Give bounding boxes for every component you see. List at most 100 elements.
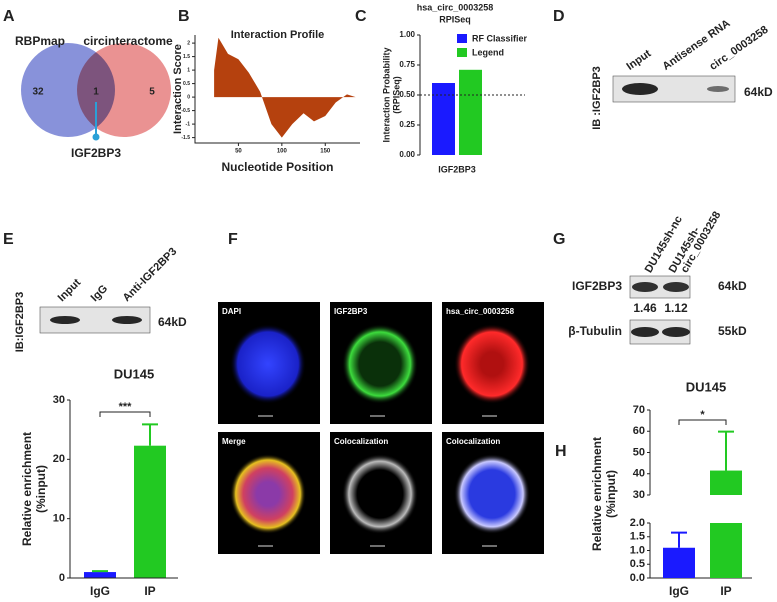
size-label: 55kD <box>718 324 747 338</box>
y-axis-label: Interaction Probability <box>381 47 391 142</box>
band <box>112 316 142 324</box>
y-axis-label: (RPISeq) <box>391 76 401 114</box>
x-tick-label: IGF2BP3 <box>438 164 476 174</box>
chart-subtitle: RPISeq <box>439 14 471 24</box>
y-tick-label: 1.00 <box>399 30 415 39</box>
y-tick-label: 1 <box>187 67 190 73</box>
legend-swatch <box>457 48 467 57</box>
axes <box>194 35 360 144</box>
y-tick-label: 0.50 <box>399 90 415 99</box>
micrograph-label: hsa_circ_0003258 <box>446 307 515 316</box>
panel-letter: D <box>553 8 565 25</box>
y-axis-label: Relative enrichment <box>20 432 34 546</box>
protein-label: IGF2BP3 <box>572 279 622 293</box>
y-tick-label: 0.5 <box>183 81 190 87</box>
cell <box>454 454 530 534</box>
bar <box>84 572 116 578</box>
bar <box>432 83 455 155</box>
y-tick-label: 70 <box>633 404 645 416</box>
x-tick-label: IP <box>720 584 731 598</box>
micrograph-label: Colocalization <box>334 437 388 446</box>
x-tick-label: 100 <box>277 149 288 155</box>
x-tick-label: 150 <box>320 149 331 155</box>
y-tick-label: 30 <box>53 394 65 406</box>
probe-label: IB :IGF2BP3 <box>591 66 603 130</box>
y-axis-label: (%input) <box>604 470 618 518</box>
chart-title: DU145 <box>686 379 726 394</box>
panel-letter: F <box>228 231 238 248</box>
y-tick-label: -1 <box>186 121 191 127</box>
significance-bracket <box>678 419 727 425</box>
band <box>631 327 659 337</box>
x-tick-label: IgG <box>669 584 689 598</box>
y-tick-label: 50 <box>633 446 645 458</box>
cell <box>342 324 418 404</box>
venn-set-label: RBPmap <box>15 34 65 48</box>
venn-set-label: circinteractome <box>83 34 173 48</box>
bar <box>459 69 482 155</box>
panel-letter: A <box>3 8 15 25</box>
error-bar <box>718 430 734 471</box>
band <box>662 327 690 337</box>
y-tick-label: 0.00 <box>399 150 415 159</box>
y-tick-label: 2 <box>187 40 190 46</box>
quantification: 1.12 <box>664 301 688 315</box>
y-tick-label: 0 <box>59 572 65 584</box>
y-tick-label: 1.0 <box>630 544 645 556</box>
micrograph-label: Merge <box>222 437 246 446</box>
y-tick-label: 2.0 <box>630 517 645 529</box>
bar <box>134 445 166 578</box>
significance-bracket <box>99 411 151 417</box>
legend-label: Legend <box>472 47 504 57</box>
panel-letter: E <box>3 231 14 248</box>
chart-title: hsa_circ_0003258 <box>417 2 494 12</box>
band <box>707 86 729 92</box>
y-tick-label: 1.5 <box>630 531 645 543</box>
band <box>663 282 689 292</box>
legend-label: RF Classifier <box>472 33 528 43</box>
size-label: 64kD <box>158 315 187 329</box>
axes <box>69 400 178 579</box>
error-bar <box>671 531 687 548</box>
x-tick-label: IgG <box>90 584 110 598</box>
venn-set <box>77 43 171 137</box>
significance: *** <box>119 401 133 413</box>
y-tick-label: 20 <box>53 453 65 465</box>
quantification: 1.46 <box>633 301 657 315</box>
venn-count: 32 <box>32 87 44 98</box>
panel-letter: C <box>355 8 367 25</box>
x-tick-label: 50 <box>235 149 242 155</box>
chart-title: DU145 <box>114 366 154 381</box>
venn-intersection-label: IGF2BP3 <box>71 146 121 160</box>
cell <box>230 454 306 534</box>
band <box>50 316 80 324</box>
y-tick-label: 10 <box>53 513 65 525</box>
y-tick-label: 0.5 <box>630 558 645 570</box>
micrograph-label: DAPI <box>222 307 241 316</box>
cell <box>454 324 530 404</box>
area <box>214 37 356 138</box>
y-tick-label: 0.75 <box>399 60 415 69</box>
y-tick-label: 0.0 <box>630 572 645 584</box>
x-tick-label: IP <box>144 584 155 598</box>
panel-letter: B <box>178 8 190 25</box>
y-axis-label: Interaction Score <box>172 44 184 134</box>
venn-count: 5 <box>149 87 155 98</box>
bar <box>710 470 742 495</box>
panel-letter: H <box>555 443 567 460</box>
x-axis-label: Nucleotide Position <box>221 160 333 174</box>
y-tick-label: 1.5 <box>183 54 190 60</box>
probe-label: IB:IGF2BP3 <box>14 292 26 353</box>
protein-label: β-Tubulin <box>568 324 622 338</box>
y-tick-label: 0.25 <box>399 120 415 129</box>
band <box>622 83 658 95</box>
bar <box>710 523 742 578</box>
error-bar <box>142 423 158 446</box>
size-label: 64kD <box>744 85 773 99</box>
y-tick-label: -0.5 <box>181 108 190 114</box>
blot <box>629 275 691 299</box>
panel-letter: G <box>553 231 565 248</box>
significance: * <box>700 409 705 421</box>
y-axis-label: Relative enrichment <box>590 437 604 551</box>
